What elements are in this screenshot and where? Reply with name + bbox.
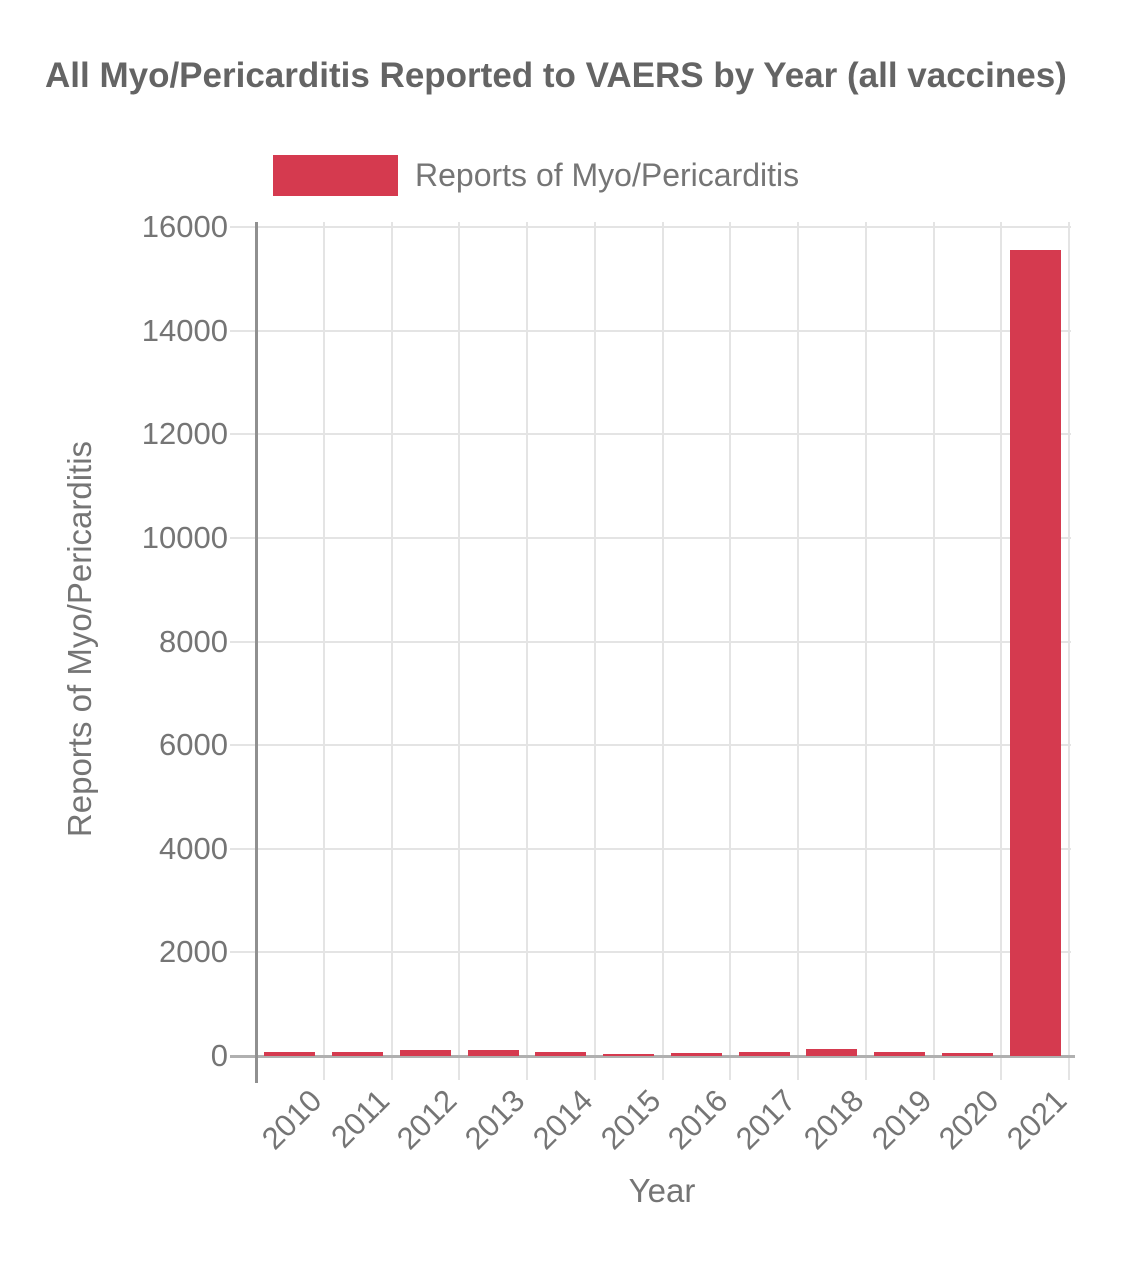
x-tick-label-2012: 2012	[390, 1082, 464, 1157]
x-gridline-11	[1000, 222, 1003, 1080]
y-gridline-12000	[230, 433, 1071, 436]
bar-2016	[671, 1053, 722, 1056]
x-gridline-7	[729, 222, 732, 1080]
y-tick-label-10000: 10000	[141, 519, 228, 555]
x-tick-label-2011: 2011	[324, 1082, 397, 1155]
bar-2014	[535, 1052, 586, 1056]
x-tick-label-2016: 2016	[661, 1082, 735, 1157]
x-gridline-1	[322, 222, 325, 1080]
y-gridline-2000	[230, 951, 1071, 954]
y-tick-label-12000: 12000	[141, 416, 228, 452]
y-axis-line	[255, 222, 258, 1083]
x-gridline-4	[526, 222, 528, 1080]
bar-2021	[1010, 250, 1061, 1056]
y-tick-label-14000: 14000	[141, 312, 228, 348]
y-tick-label-16000: 16000	[141, 209, 228, 244]
x-tick-label-2010: 2010	[254, 1082, 329, 1157]
x-axis-line	[230, 1055, 1075, 1058]
y-gridline-8000	[230, 640, 1071, 643]
x-gridline-8	[797, 222, 799, 1080]
bar-2017	[739, 1052, 790, 1056]
bar-2019	[874, 1052, 925, 1056]
chart-title: All Myo/Pericarditis Reported to VAERS b…	[45, 56, 1067, 95]
y-tick-label-4000: 4000	[159, 830, 228, 866]
bar-2013	[468, 1050, 519, 1056]
y-gridline-4000	[230, 847, 1071, 850]
legend-swatch-icon	[273, 155, 398, 196]
y-tick-label-2000: 2000	[159, 934, 228, 970]
legend-label: Reports of Myo/Pericarditis	[415, 157, 800, 193]
y-gridline-14000	[230, 329, 1071, 332]
x-gridline-5	[593, 222, 596, 1080]
y-tick-label-6000: 6000	[159, 727, 228, 763]
x-gridline-3	[458, 222, 461, 1080]
legend: Reports of Myo/Pericarditis	[273, 155, 799, 196]
y-gridline-16000	[230, 226, 1071, 228]
bar-2015	[603, 1054, 654, 1056]
x-tick-label-2020: 2020	[932, 1082, 1006, 1157]
y-gridline-10000	[230, 536, 1071, 539]
x-gridline-12	[1068, 222, 1070, 1080]
bar-2010	[264, 1052, 315, 1056]
x-tick-label-2017: 2017	[729, 1082, 803, 1157]
y-axis-title: Reports of Myo/Pericarditis	[61, 440, 98, 838]
bar-2012	[400, 1050, 451, 1056]
x-gridline-6	[661, 222, 664, 1080]
bar-2018	[806, 1049, 857, 1056]
y-tick-label-0: 0	[210, 1038, 228, 1073]
x-axis-title: Year	[628, 1172, 696, 1209]
y-gridline-6000	[230, 744, 1071, 747]
bar-2020	[942, 1053, 993, 1056]
x-tick-label-2021: 2021	[1000, 1082, 1074, 1157]
x-tick-label-2018: 2018	[796, 1082, 871, 1157]
x-gridline-9	[864, 222, 867, 1080]
x-gridline-10	[932, 222, 935, 1080]
x-tick-label-2015: 2015	[593, 1082, 668, 1157]
y-tick-label-8000: 8000	[159, 623, 228, 659]
x-tick-label-2013: 2013	[458, 1082, 532, 1157]
x-gridline-2	[390, 222, 393, 1080]
x-tick-label-2014: 2014	[525, 1082, 600, 1157]
bar-2011	[332, 1052, 383, 1056]
x-tick-label-2019: 2019	[864, 1082, 939, 1157]
